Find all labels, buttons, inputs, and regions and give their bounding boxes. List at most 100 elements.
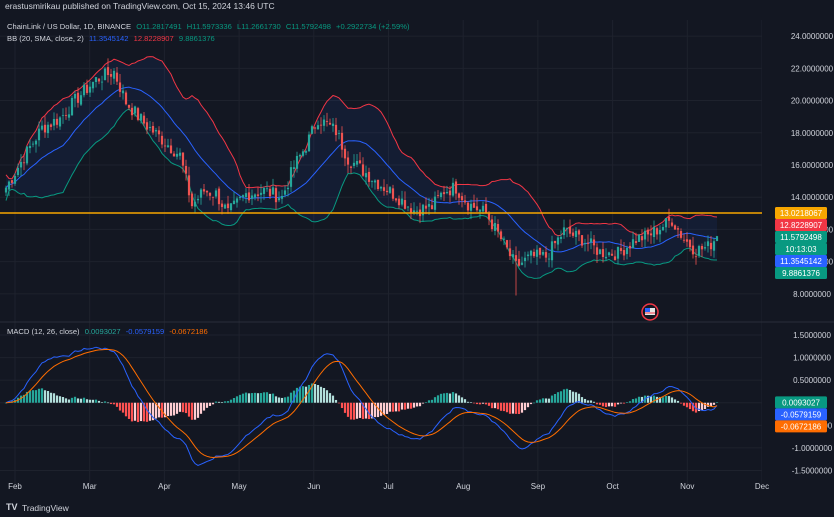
candle-body [58,117,62,127]
candle-body [709,242,713,250]
macd-histogram-bar [88,399,92,403]
candle-body [277,198,281,201]
candle-body [358,160,362,164]
macd-indicator [4,346,719,467]
macd-signal-value: -0.0672186 [169,327,208,336]
macd-histogram-bar [283,397,287,403]
macd-histogram-bar [571,391,575,403]
footer-brand[interactable]: TradingView [22,503,69,513]
bb-basis-line [5,86,718,253]
macd-histogram-bar [367,402,371,420]
macd-histogram-bar [31,390,35,403]
candle-body [310,126,314,134]
macd-tick-label: 1.5000000 [793,331,831,340]
candle-body [397,198,401,206]
candle-body [472,202,476,208]
candle-body [274,188,278,203]
candle-body [475,206,479,211]
candle-body [394,198,398,201]
macd-histogram-bar [322,388,326,403]
macd-histogram-bar [247,393,251,403]
candle-body [469,203,473,211]
tradingview-logo-icon[interactable]: TV [6,502,18,512]
low-value: L11.2661730 [236,22,281,31]
candle-body [409,208,413,214]
symbol-label[interactable]: ChainLink / US Dollar, 1D, BINANCE [7,22,132,31]
candle-body [673,225,677,230]
macd-histogram-bar [709,402,713,407]
macd-histogram-bar [385,402,389,414]
macd-histogram-bar [586,400,590,403]
candle-body [547,258,551,260]
candle-body [268,188,272,197]
candle-body [10,180,14,183]
candle-body [637,234,641,242]
candle-body [487,213,491,220]
candle-body [589,238,593,243]
macd-histogram-bar [502,402,506,412]
macd-histogram-bar [460,397,464,403]
macd-histogram-bar [664,395,668,403]
bb-name[interactable]: BB (20, SMA, close, 2) [7,34,84,43]
candle-body [697,246,701,256]
candle-body [442,192,446,195]
price-legend: ChainLink / US Dollar, 1D, BINANCE O11.2… [7,22,410,31]
macd-histogram-bar [490,402,494,409]
candle-body [502,238,506,240]
candlesticks [4,58,719,296]
macd-histogram-bar [133,402,137,421]
macd-histogram-bar [514,402,518,414]
candle-body [133,106,137,114]
candle-body [28,145,32,149]
macd-histogram-bar [100,402,104,403]
candle-body [685,239,689,242]
macd-histogram-bar [625,402,629,403]
macd-histogram-bar [652,395,656,403]
macd-histogram-bar [169,402,173,416]
candle-body [583,243,587,245]
macd-histogram-bar [508,402,512,414]
candle-body [670,222,674,226]
candle-body [226,203,230,209]
candle-body [85,84,89,93]
macd-histogram-bar [604,402,608,408]
candle-body [325,120,329,122]
candle-body [457,193,461,198]
candle-body [286,187,290,190]
macd-histogram-bar [688,402,692,410]
macd-histogram-bar [112,402,116,405]
candle-body [103,68,107,81]
macd-histogram-bar [445,392,449,403]
candle-body [148,126,152,129]
macd-histogram-bar [292,390,296,403]
candle-body [4,187,8,193]
candle-body [229,203,233,211]
candle-body [88,86,92,93]
macd-histogram-bar [637,396,641,403]
candle-body [406,206,410,208]
macd-histogram-bar [106,402,110,404]
macd-histogram-bar [364,402,368,419]
macd-histogram-bar [631,399,635,403]
candle-body [478,209,482,212]
macd-name[interactable]: MACD (12, 26, close) [7,327,80,336]
macd-histogram-bar [286,396,290,403]
price-badge-label: 10:13:03 [785,245,817,254]
macd-histogram-bar [607,402,611,407]
candle-body [115,72,119,82]
flag-icon[interactable] [641,303,659,321]
candle-body [106,67,110,76]
macd-histogram-bar [265,392,269,403]
candle-body [190,193,194,207]
bb-mid-value: 11.3545142 [88,34,129,43]
candle-body [679,231,683,238]
macd-histogram-bar [568,389,572,403]
candle-body [640,236,644,241]
candle-body [25,146,29,164]
candle-body [37,128,41,141]
candle-body [109,74,113,77]
candle-body [703,247,707,249]
macd-histogram-bar [406,402,410,409]
macd-histogram-bar [706,402,710,407]
